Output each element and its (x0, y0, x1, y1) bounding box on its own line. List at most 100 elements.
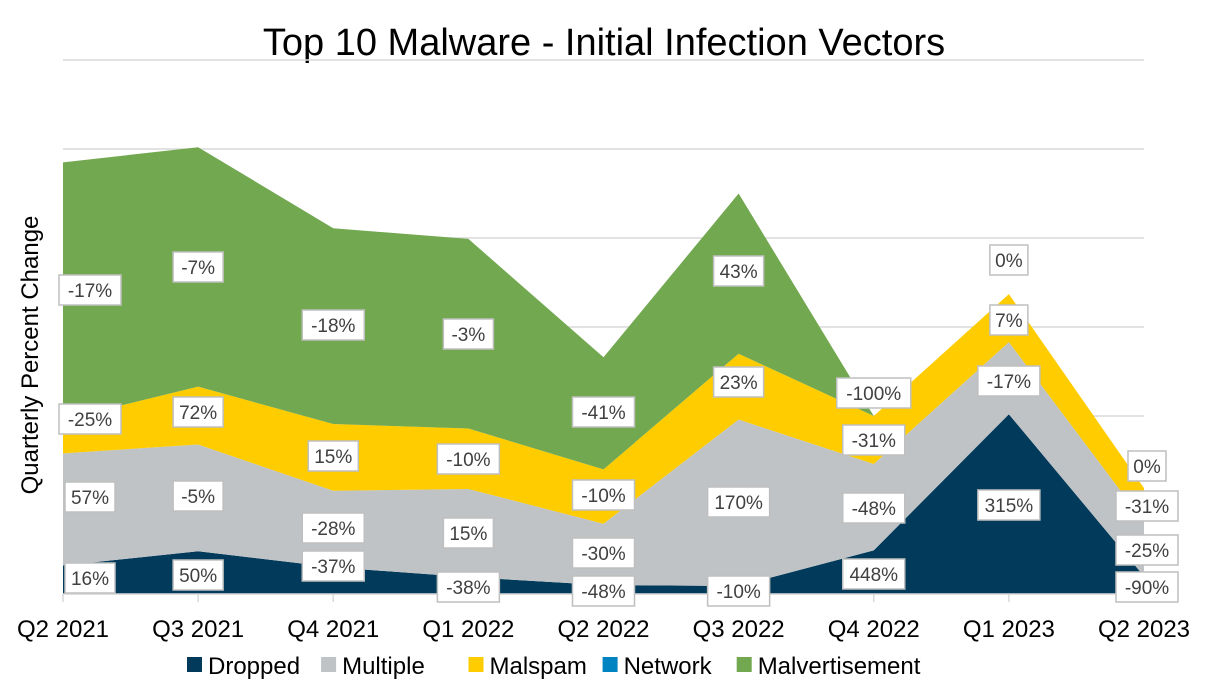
data-label: 72% (172, 396, 224, 428)
data-label-text: -25% (1125, 541, 1169, 562)
data-label-box (307, 440, 359, 472)
data-label-box (989, 304, 1029, 336)
data-label-box (571, 537, 636, 569)
data-label-box (1115, 534, 1179, 566)
data-label-text: 15% (314, 447, 352, 468)
data-label: -100% (836, 377, 912, 409)
data-label: -10% (706, 575, 771, 607)
data-label: -10% (436, 443, 501, 475)
area-dropped (63, 414, 1144, 594)
data-label: -5% (172, 480, 224, 512)
data-label: -17% (58, 274, 122, 306)
data-label-text: -17% (68, 281, 112, 302)
data-label: -31% (842, 424, 906, 456)
data-label: 0% (1127, 450, 1167, 482)
data-label-box (571, 396, 636, 428)
data-label: 50% (172, 559, 224, 591)
data-label-text: 448% (849, 565, 898, 586)
data-label: -41% (571, 396, 636, 428)
data-label-box (706, 575, 771, 607)
data-label-box (172, 559, 224, 591)
data-label-box (706, 486, 771, 518)
data-label: 15% (307, 440, 359, 472)
data-label-box (64, 562, 116, 594)
y-axis-label: Quarterly Percent Change (17, 216, 44, 495)
x-tick-label: Q1 2023 (963, 616, 1055, 643)
data-label-text: -48% (852, 499, 896, 520)
data-label-text: 16% (71, 569, 109, 590)
legend-label: Multiple (342, 653, 425, 680)
data-label-box (436, 571, 501, 603)
x-tick-label: Q2 2021 (17, 616, 109, 643)
data-label-text: -7% (181, 258, 215, 279)
legend-label: Dropped (208, 653, 300, 680)
x-tick-label: Q4 2021 (287, 616, 379, 643)
x-tick-label: Q1 2022 (422, 616, 514, 643)
legend-item-dropped: Dropped (187, 653, 300, 680)
data-label: -37% (301, 550, 365, 582)
data-label-box (58, 274, 122, 306)
data-label: -38% (436, 571, 501, 603)
data-label-text: -5% (181, 487, 215, 508)
data-label-box (436, 443, 501, 475)
legend-label: Malvertisement (758, 653, 921, 680)
data-label: -31% (1115, 490, 1179, 522)
data-label-text: 315% (985, 496, 1034, 517)
data-label: 448% (842, 558, 906, 590)
legend-swatch (736, 657, 752, 672)
data-label-text: -18% (311, 316, 355, 337)
data-label-text: 0% (995, 251, 1023, 272)
data-label-text: -31% (852, 431, 896, 452)
data-label-box (301, 512, 365, 544)
data-label-box (172, 396, 224, 428)
data-label-box (172, 480, 224, 512)
area-malvertisement (63, 147, 1144, 489)
data-label: -18% (301, 309, 365, 341)
data-label-text: -25% (68, 410, 112, 431)
data-label-text: -10% (716, 582, 760, 603)
data-label: 23% (712, 366, 765, 398)
data-label: -10% (571, 479, 636, 511)
data-label-box (842, 558, 906, 590)
data-label-text: -10% (446, 450, 490, 471)
legend-item-malvertisement: Malvertisement (736, 653, 921, 680)
data-label-text: -48% (581, 582, 625, 603)
data-label-box (1115, 571, 1179, 603)
data-label-text: -90% (1125, 578, 1169, 599)
data-label-box (842, 424, 906, 456)
data-label: -90% (1115, 571, 1179, 603)
data-label: -17% (977, 365, 1041, 397)
data-label-text: -41% (581, 403, 625, 424)
legend-label: Network (624, 653, 713, 680)
legend-swatch (187, 657, 202, 672)
data-label: -30% (571, 537, 636, 569)
data-label-text: -30% (581, 544, 625, 565)
data-label: 315% (977, 489, 1041, 521)
data-label-text: -10% (581, 486, 625, 507)
data-label-text: -100% (846, 384, 901, 405)
data-label: -48% (842, 492, 906, 524)
legend: Dropped Multiple Malspam Network Malvertisem… (187, 653, 921, 680)
data-label-box (1115, 490, 1179, 522)
data-label-box (977, 365, 1041, 397)
data-label-text: -17% (987, 372, 1031, 393)
data-label-text: -37% (311, 557, 355, 578)
x-tick-label: Q3 2022 (693, 616, 785, 643)
data-label-text: 72% (179, 403, 217, 424)
legend-swatch (602, 657, 618, 672)
data-label-box (301, 309, 365, 341)
data-label-text: -31% (1125, 497, 1169, 518)
data-label-box (712, 366, 765, 398)
data-label: -7% (172, 251, 224, 283)
legend-label: Malspam (490, 653, 587, 680)
data-label-text: -3% (451, 325, 485, 346)
x-tick-label: Q4 2022 (828, 616, 920, 643)
data-label-text: 43% (720, 262, 758, 283)
data-label-box (1127, 450, 1167, 482)
data-label-text: -38% (446, 578, 490, 599)
data-label-box (571, 479, 636, 511)
data-label: -25% (58, 403, 122, 435)
data-label-text: 15% (449, 524, 487, 545)
data-label: 7% (989, 304, 1029, 336)
data-label: -48% (571, 575, 636, 607)
